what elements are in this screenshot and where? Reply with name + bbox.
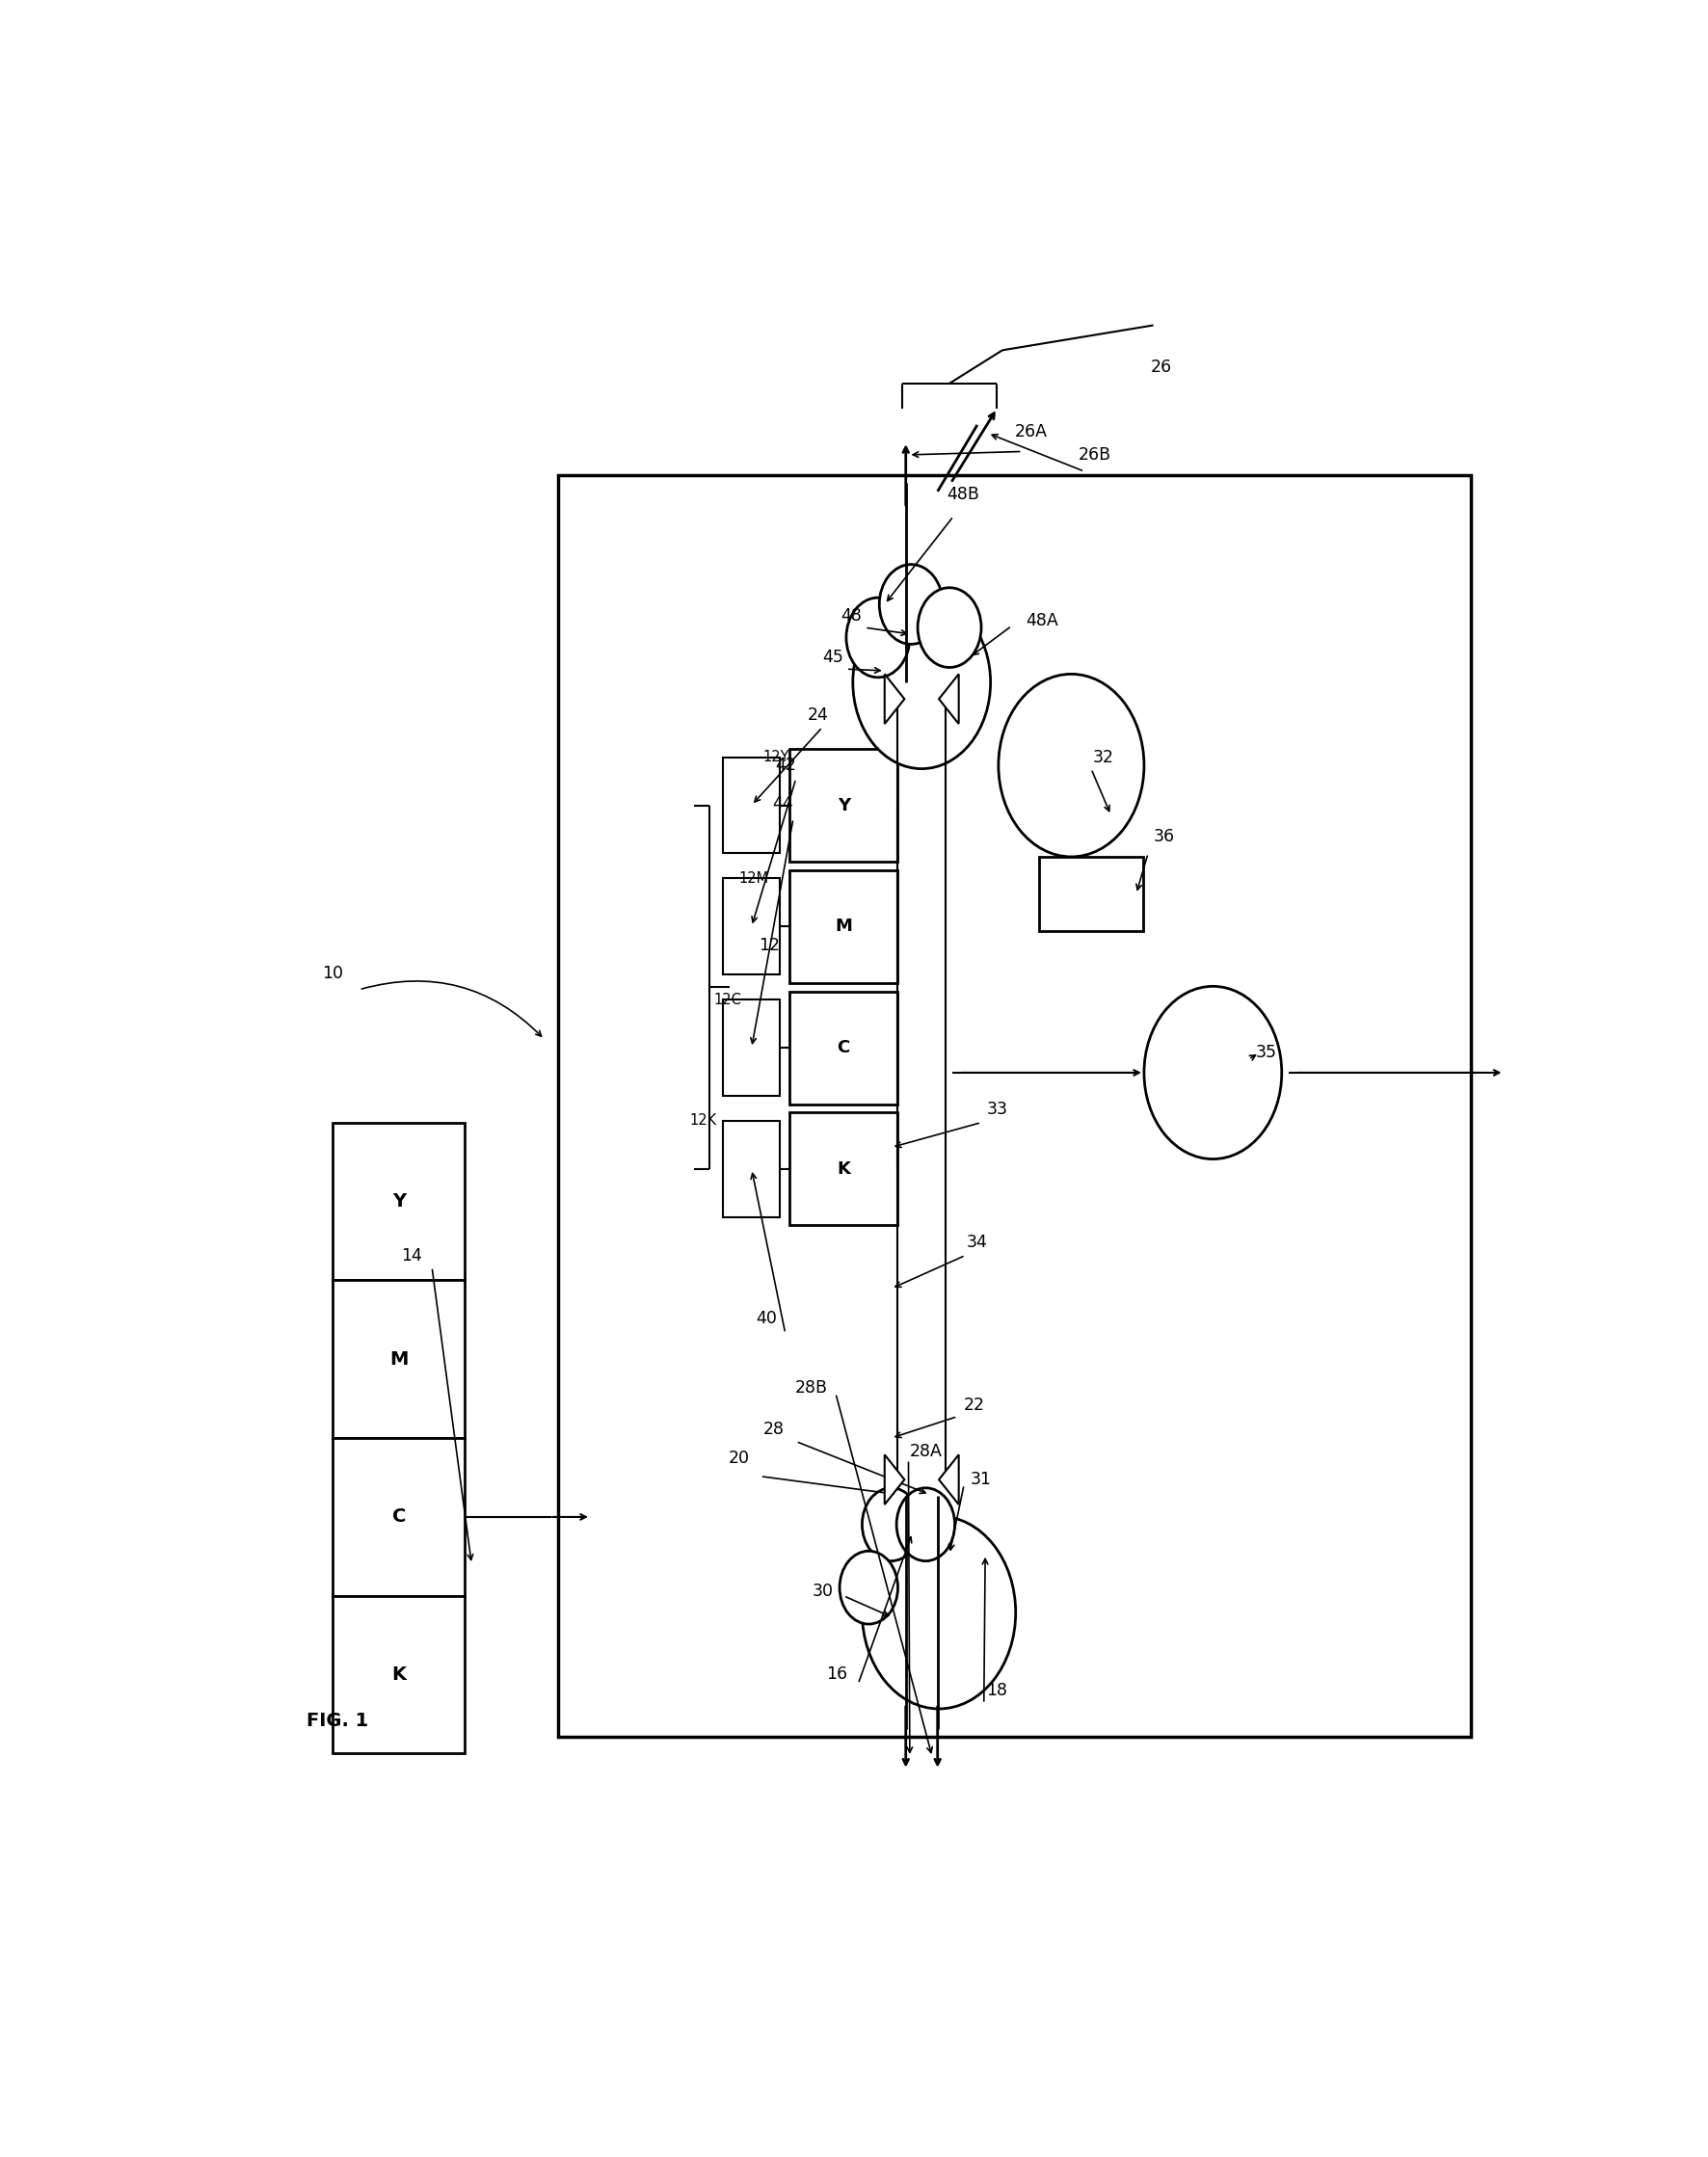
Text: FIG. 1: FIG. 1: [306, 1711, 369, 1730]
Text: 26A: 26A: [1015, 423, 1049, 440]
Circle shape: [863, 1516, 1016, 1708]
Circle shape: [1144, 986, 1281, 1158]
Bar: [557, 475, 1471, 1736]
Circle shape: [999, 673, 1144, 856]
Text: 12K: 12K: [690, 1113, 717, 1128]
Text: 48B: 48B: [946, 485, 979, 503]
Text: K: K: [391, 1665, 407, 1685]
Text: 28: 28: [763, 1421, 784, 1439]
Text: 32: 32: [1093, 748, 1114, 766]
Text: Y: Y: [837, 796, 851, 813]
Text: 14: 14: [401, 1247, 422, 1264]
Bar: [1040, 856, 1143, 932]
Text: 10: 10: [323, 964, 343, 981]
Text: 34: 34: [967, 1234, 987, 1251]
Polygon shape: [939, 1454, 958, 1506]
Bar: [722, 878, 781, 975]
Text: 28A: 28A: [909, 1443, 943, 1460]
Circle shape: [863, 1488, 921, 1562]
Text: C: C: [837, 1040, 851, 1057]
Text: 40: 40: [757, 1309, 777, 1327]
Bar: [789, 1113, 898, 1225]
Circle shape: [852, 595, 991, 768]
Bar: [333, 1122, 465, 1281]
Text: 20: 20: [728, 1450, 750, 1467]
Text: 44: 44: [772, 796, 793, 813]
Text: 26B: 26B: [1079, 446, 1112, 464]
Text: 18: 18: [987, 1682, 1008, 1700]
Text: 12M: 12M: [740, 871, 769, 887]
Text: 42: 42: [775, 757, 796, 774]
Text: 12C: 12C: [714, 992, 741, 1007]
Bar: [333, 1439, 465, 1596]
Circle shape: [880, 565, 943, 645]
Text: K: K: [837, 1160, 851, 1178]
Text: 36: 36: [1153, 828, 1175, 846]
Text: 22: 22: [963, 1396, 986, 1413]
Bar: [333, 1596, 465, 1754]
Bar: [722, 1122, 781, 1217]
Circle shape: [840, 1551, 898, 1624]
Bar: [789, 992, 898, 1104]
Text: M: M: [835, 919, 852, 936]
Polygon shape: [939, 673, 958, 725]
Polygon shape: [885, 673, 905, 725]
Polygon shape: [885, 1454, 905, 1506]
Text: 48A: 48A: [1027, 613, 1059, 630]
Bar: [789, 869, 898, 984]
Text: 26: 26: [1151, 358, 1172, 375]
Text: 35: 35: [1255, 1044, 1276, 1061]
Text: 16: 16: [827, 1665, 847, 1682]
Text: 30: 30: [811, 1583, 834, 1600]
Text: 33: 33: [987, 1100, 1008, 1117]
Bar: [333, 1281, 465, 1439]
Text: Y: Y: [393, 1193, 405, 1210]
Bar: [722, 757, 781, 854]
Bar: [722, 999, 781, 1096]
Text: 24: 24: [808, 707, 828, 725]
Circle shape: [917, 587, 980, 667]
Text: 45: 45: [823, 649, 844, 667]
Text: M: M: [389, 1350, 408, 1368]
Circle shape: [897, 1488, 955, 1562]
Text: 12: 12: [758, 936, 781, 953]
Text: 12Y: 12Y: [763, 751, 789, 764]
Bar: [789, 748, 898, 863]
Text: 31: 31: [970, 1471, 992, 1488]
Circle shape: [845, 597, 910, 677]
Text: C: C: [391, 1508, 407, 1527]
Text: 28B: 28B: [796, 1380, 828, 1398]
Text: 48: 48: [840, 608, 863, 626]
